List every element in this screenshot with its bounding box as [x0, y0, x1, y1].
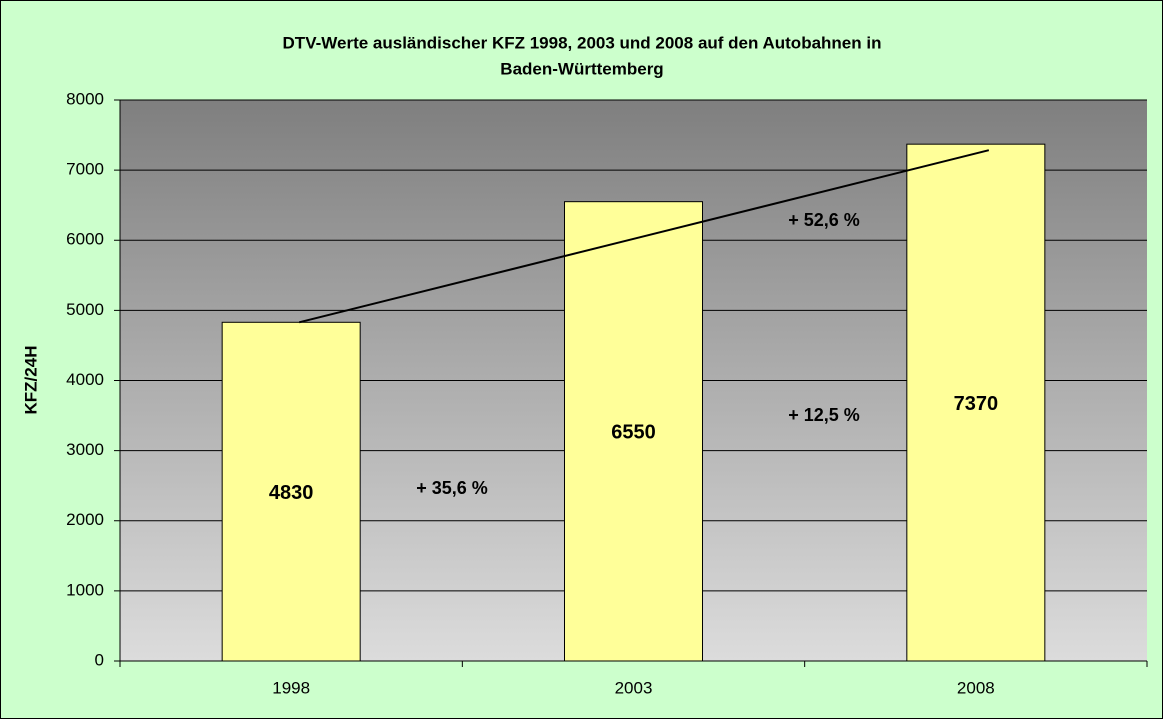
annotation: + 52,6 % [788, 210, 860, 230]
y-tick-label: 5000 [66, 300, 104, 319]
y-tick-label: 8000 [66, 89, 104, 108]
y-tick-label: 6000 [66, 230, 104, 249]
bar [221, 321, 361, 662]
chart-title: Baden-Württemberg [500, 59, 663, 78]
x-tick-label: 2008 [957, 678, 995, 697]
y-tick-label: 7000 [66, 160, 104, 179]
y-tick-label: 4000 [66, 370, 104, 389]
chart-title: DTV-Werte ausländischer KFZ 1998, 2003 u… [283, 33, 882, 52]
annotation: + 35,6 % [416, 478, 488, 498]
x-tick-label: 1998 [272, 678, 310, 697]
bar [906, 143, 1046, 662]
y-tick-label: 0 [95, 650, 104, 669]
y-tick-label: 3000 [66, 440, 104, 459]
data-label: 4830 [269, 482, 314, 504]
trend-line [298, 149, 990, 324]
y-tick-label: 2000 [66, 510, 104, 529]
y-axis-label: KFZ/24H [21, 346, 40, 415]
data-label: 6550 [611, 422, 656, 444]
annotation: + 12,5 % [788, 405, 860, 425]
data-label: 7370 [954, 393, 999, 415]
y-tick-label: 1000 [66, 580, 104, 599]
x-tick-label: 2003 [615, 678, 653, 697]
